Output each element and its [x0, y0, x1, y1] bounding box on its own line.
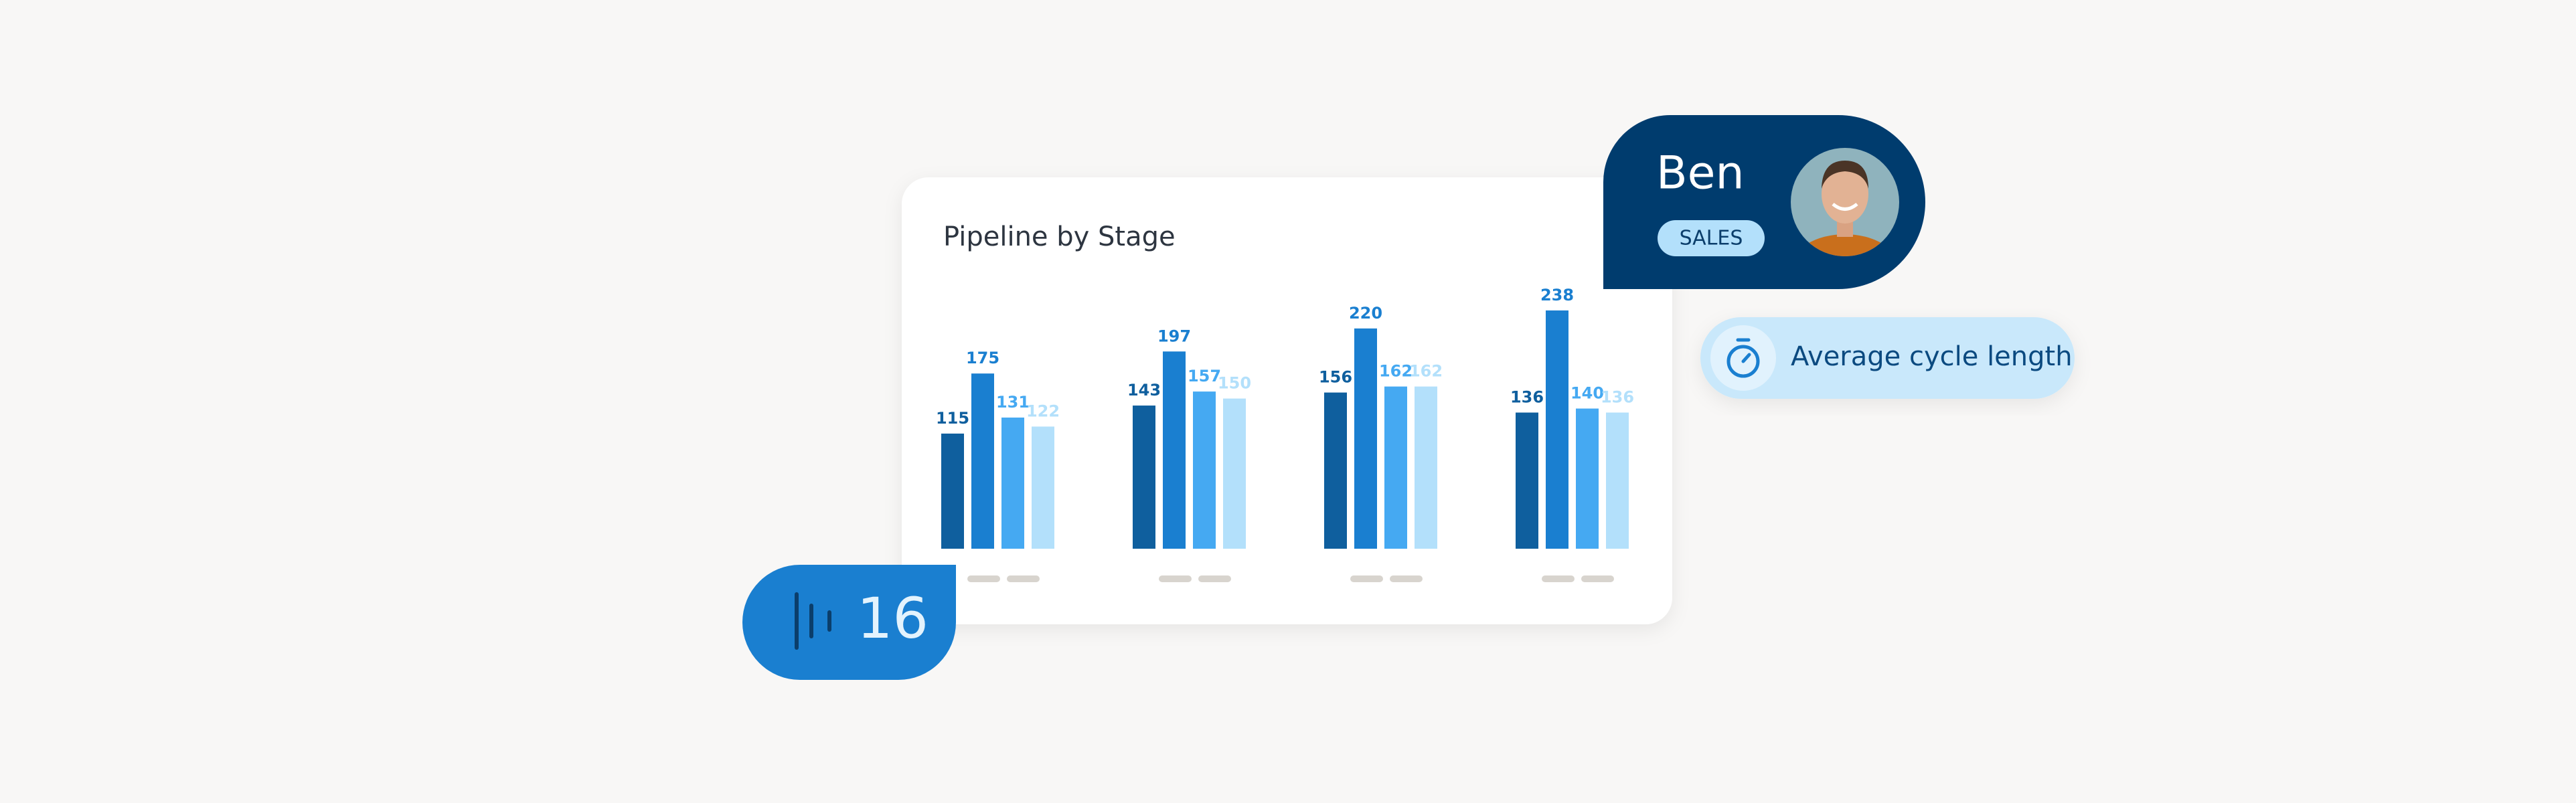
- chart-title: Pipeline by Stage: [943, 221, 1176, 252]
- category-placeholder: [1198, 575, 1231, 582]
- value-label: 162: [1409, 362, 1443, 381]
- stopwatch-icon: [1726, 345, 1760, 378]
- value-label: 136: [1510, 388, 1544, 407]
- category-placeholder: [1350, 575, 1383, 582]
- value-label: 156: [1319, 368, 1352, 387]
- category-placeholder: [1159, 575, 1192, 582]
- bar: [941, 433, 964, 549]
- category-placeholder: [1542, 575, 1575, 582]
- category-placeholder: [1390, 575, 1423, 582]
- value-label: 162: [1379, 362, 1413, 381]
- bar: [1606, 412, 1629, 549]
- bar: [1001, 418, 1024, 549]
- bar: [1576, 408, 1599, 549]
- metric-icon-bg: [1710, 325, 1776, 391]
- value-label: 136: [1601, 388, 1634, 407]
- card-surface: [902, 177, 1672, 624]
- stopwatch-icon: [1741, 353, 1751, 363]
- bar: [1324, 392, 1347, 549]
- value-label: 131: [996, 393, 1030, 412]
- bar: [1354, 328, 1377, 549]
- metric-pill: Average cycle length: [1700, 317, 2075, 399]
- bar: [1415, 386, 1437, 549]
- bar: [1546, 310, 1568, 549]
- value-label: 197: [1157, 327, 1191, 345]
- bar: [1516, 412, 1538, 549]
- bar: [1223, 398, 1246, 549]
- counter-value: 16: [857, 586, 929, 651]
- profile-badge: Ben SALES: [1603, 115, 1925, 289]
- bar: [1133, 406, 1155, 549]
- value-label: 122: [1026, 402, 1060, 420]
- category-placeholder: [1581, 575, 1614, 582]
- value-label: 150: [1218, 374, 1251, 393]
- value-label: 157: [1188, 367, 1221, 385]
- value-label: 143: [1127, 381, 1161, 399]
- bar: [1193, 391, 1216, 549]
- value-label: 115: [936, 409, 969, 428]
- profile-role: SALES: [1680, 227, 1743, 250]
- chart-card: Pipeline by Stage 1151751311221431971571…: [902, 177, 1672, 624]
- category-placeholder: [1007, 575, 1040, 582]
- value-label: 220: [1349, 304, 1382, 323]
- bar: [1163, 351, 1186, 549]
- metric-shape: [1700, 317, 2075, 399]
- metric-label: Average cycle length: [1791, 341, 2073, 372]
- value-label: 175: [966, 349, 999, 367]
- profile-name: Ben: [1656, 147, 1745, 200]
- counter-badge: 16: [742, 565, 956, 680]
- category-placeholder: [967, 575, 1000, 582]
- role-pill: [1658, 220, 1765, 256]
- value-label: 140: [1571, 384, 1604, 403]
- bar: [971, 373, 994, 549]
- bar: [1032, 426, 1054, 549]
- bar: [1384, 386, 1407, 549]
- value-label: 238: [1540, 286, 1574, 304]
